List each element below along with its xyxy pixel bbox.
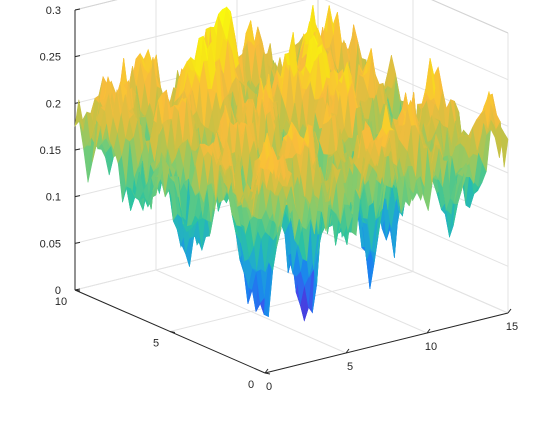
grid-line-floor-y xyxy=(169,271,414,332)
z-tick xyxy=(74,288,81,291)
x-tick xyxy=(507,308,512,314)
z-tick-label: 0.2 xyxy=(46,98,61,110)
z-tick-label: 0 xyxy=(55,285,61,297)
axes-layer xyxy=(74,8,512,375)
z-tick xyxy=(74,55,81,58)
box-edge xyxy=(431,0,509,34)
x-tick xyxy=(345,348,350,354)
z-tick xyxy=(74,148,81,151)
z-tick xyxy=(74,195,81,198)
z-tick xyxy=(74,241,81,244)
y-tick-label: 0 xyxy=(248,379,254,391)
surface-mesh xyxy=(74,5,509,322)
x-tick-label: 0 xyxy=(266,381,272,393)
z-tick-label: 0.25 xyxy=(40,52,61,64)
x-tick-label: 10 xyxy=(425,341,437,353)
z-tick xyxy=(74,8,81,11)
surface-patch xyxy=(499,125,509,168)
x-tick-label: 5 xyxy=(347,361,353,373)
z-tick-label: 0.1 xyxy=(46,192,61,204)
y-tick xyxy=(169,331,176,333)
box-edge xyxy=(74,0,118,11)
x-tick xyxy=(426,328,431,334)
y-tick xyxy=(264,372,271,375)
y-tick-label: 5 xyxy=(153,338,159,350)
grid-line-side-z xyxy=(324,0,509,81)
x-axis xyxy=(264,312,509,374)
grid-line-back-z xyxy=(74,0,307,58)
z-tick-label: 0.15 xyxy=(40,145,61,157)
x-tick xyxy=(264,368,269,374)
x-tick-label: 15 xyxy=(506,321,518,333)
grid-line-side-z xyxy=(317,229,509,314)
y-tick-label: 10 xyxy=(55,296,67,308)
z-tick-label: 0.05 xyxy=(40,238,61,250)
z-tick-label: 0.3 xyxy=(46,5,61,17)
